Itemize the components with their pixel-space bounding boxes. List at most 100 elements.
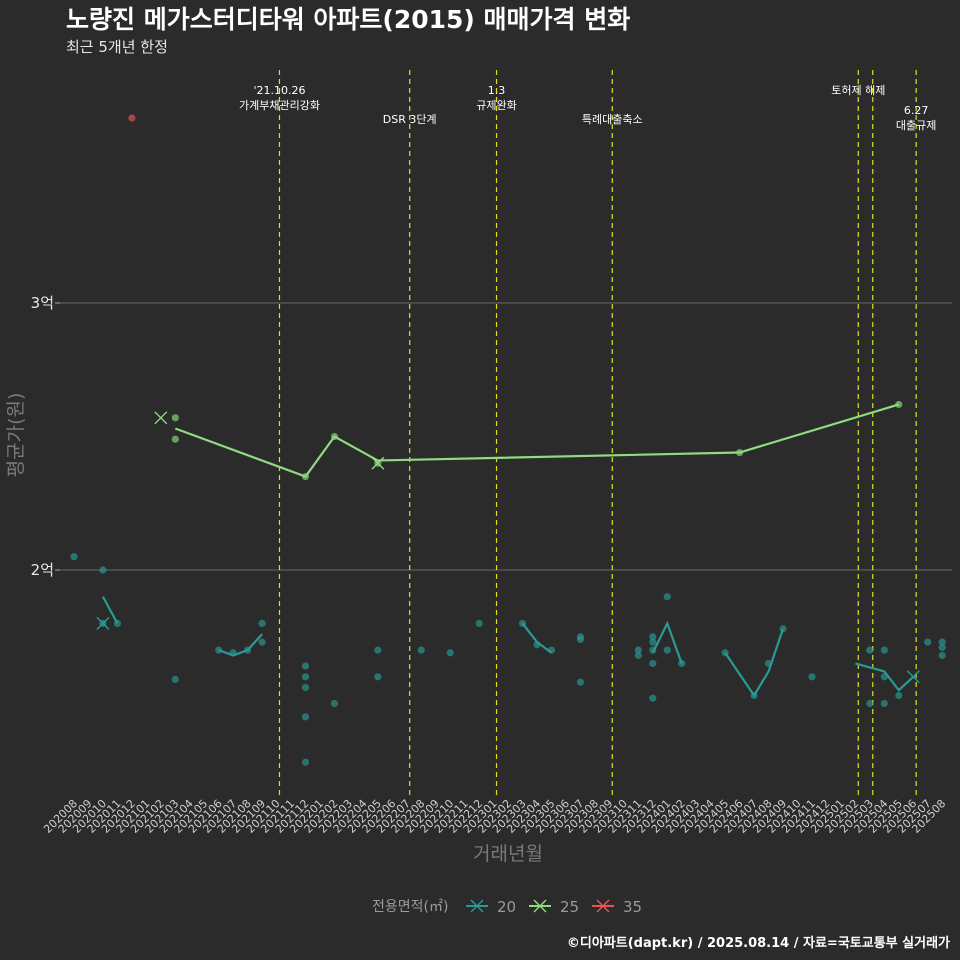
data-point (128, 114, 136, 122)
data-point (866, 699, 874, 708)
data-point (518, 619, 527, 628)
data-point (258, 638, 266, 646)
data-point (649, 638, 657, 646)
legend-key-cross (470, 899, 484, 913)
x-tick-labels: 2020082020092020102020112020122021012021… (41, 797, 948, 836)
series-25 (154, 400, 903, 481)
data-point (750, 691, 758, 700)
data-point (678, 659, 686, 668)
data-point (663, 646, 671, 654)
series-line (101, 596, 119, 624)
data-point (330, 432, 339, 441)
data-point (171, 414, 179, 422)
data-point (880, 646, 888, 654)
data-point (764, 659, 773, 668)
data-point (736, 448, 744, 457)
caption: ©디아파트(dapt.kr) / 2025.08.14 / 자료=국토교통부 실… (567, 935, 950, 951)
data-point (808, 673, 816, 681)
event-label: 1.3 (488, 84, 506, 97)
event-label: 가계부채관리강화 (239, 99, 320, 112)
data-point (880, 673, 888, 681)
series-line (218, 633, 263, 657)
series-line (651, 620, 683, 664)
data-point (258, 619, 266, 628)
grid: 2억 3억 (31, 294, 952, 579)
data-point (649, 633, 657, 641)
data-point (576, 678, 585, 686)
legend-key-cross (533, 899, 547, 913)
cross-marker (154, 411, 168, 425)
legend-label: 35 (623, 898, 642, 916)
cross-marker (371, 456, 385, 470)
data-point (301, 683, 310, 692)
data-point (779, 625, 787, 633)
legend-title: 전용면적(㎡) (372, 899, 448, 915)
event-label: DSR 3단계 (383, 113, 437, 126)
event-label: '21.10.26 (253, 84, 305, 97)
data-point (301, 758, 310, 766)
data-point (244, 646, 252, 654)
series-line (521, 622, 553, 654)
event-label: 6.27 (904, 104, 929, 117)
legend-key-cross (596, 899, 610, 913)
data-point (374, 673, 382, 681)
event-label: 대출규제 (896, 119, 936, 132)
data-point (330, 699, 339, 708)
series-line (174, 403, 900, 478)
y-tick-label: 3억 (31, 294, 54, 312)
data-point (229, 649, 237, 657)
data-point (721, 649, 729, 657)
event-label: 특례대출축소 (582, 113, 643, 126)
data-point (301, 662, 310, 670)
data-point (301, 673, 310, 681)
data-point (895, 691, 903, 700)
chart-title: 노량진 메가스터디타워 아파트(2015) 매매가격 변화 (66, 5, 630, 34)
data-point (547, 646, 556, 654)
legend: 전용면적(㎡) 20 25 35 (372, 898, 642, 916)
event-label: 토허제 해제 (831, 83, 885, 97)
data-point (649, 659, 657, 668)
data-point (649, 694, 657, 702)
series-line (855, 662, 915, 692)
data-point (215, 646, 223, 654)
data-point (417, 646, 425, 654)
series-line (724, 628, 785, 698)
data-point (113, 619, 122, 628)
series-group (70, 114, 946, 766)
data-point (634, 651, 642, 660)
data-point (649, 646, 657, 654)
data-point (374, 646, 382, 654)
data-point (663, 593, 671, 601)
event-label: 규제완화 (476, 99, 516, 112)
data-point (938, 643, 946, 652)
chart-subtitle: 최근 5개년 한정 (66, 38, 168, 56)
y-axis-title: 평균가(원) (5, 393, 27, 478)
data-point (70, 553, 78, 561)
legend-label: 20 (497, 898, 516, 916)
data-point (924, 638, 932, 646)
y-tick-label: 2억 (31, 561, 54, 579)
data-point (533, 641, 541, 649)
series-20 (70, 553, 946, 766)
data-point (475, 619, 483, 628)
legend-label: 25 (560, 898, 579, 916)
cross-marker (96, 616, 110, 630)
data-point (301, 713, 310, 721)
data-point (171, 435, 179, 443)
x-axis-title: 거래년월 (473, 843, 543, 865)
cross-marker (906, 670, 920, 684)
data-point (880, 699, 888, 708)
data-point (895, 400, 903, 409)
series-35 (128, 114, 136, 122)
data-point (866, 646, 874, 654)
data-point (938, 651, 946, 660)
data-point (938, 638, 946, 646)
data-point (576, 635, 585, 644)
data-point (99, 566, 107, 574)
data-point (171, 675, 179, 684)
data-point (301, 472, 310, 481)
data-point (634, 646, 642, 654)
data-point (446, 649, 454, 657)
